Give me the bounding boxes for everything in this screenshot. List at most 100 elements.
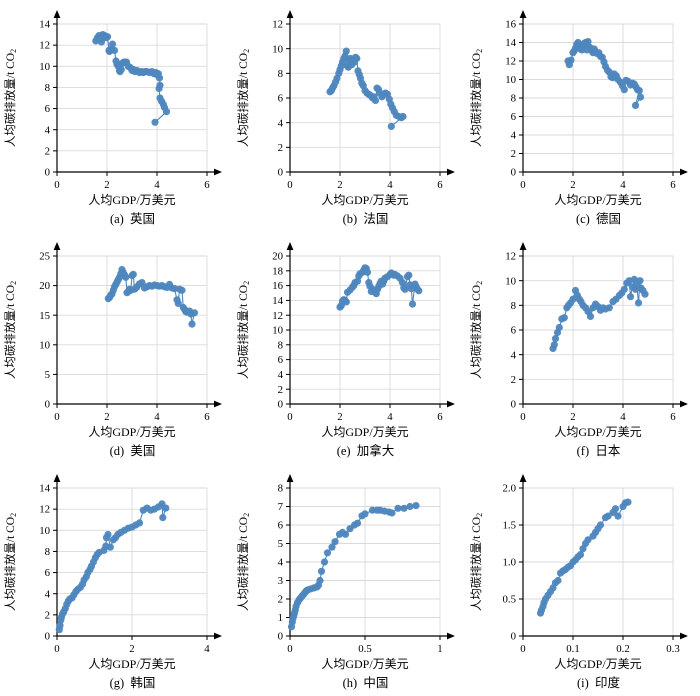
svg-text:4: 4 [45, 124, 51, 136]
svg-text:人均GDP/万美元: 人均GDP/万美元 [88, 425, 175, 439]
svg-text:0.2: 0.2 [616, 643, 630, 655]
svg-text:人均GDP/万美元: 人均GDP/万美元 [554, 657, 641, 671]
svg-text:人均GDP/万美元: 人均GDP/万美元 [321, 657, 408, 671]
svg-text:4: 4 [278, 557, 284, 569]
subplot-i-india: 0 0.5 1.0 1.5 2.0 0 0.1 0.2 0.3 人均GDP/万美元 人均碳排放量/t… [466, 464, 699, 696]
svg-text:1: 1 [437, 643, 442, 655]
subplot-caption: (g) 韩国 [109, 676, 156, 690]
svg-text:2: 2 [511, 148, 516, 160]
svg-text:0: 0 [520, 643, 525, 655]
svg-text:0: 0 [278, 631, 283, 643]
svg-text:2: 2 [45, 609, 50, 621]
svg-text:0: 0 [287, 643, 292, 655]
svg-text:2: 2 [129, 643, 134, 655]
scatter-chart-china: 0 1 2 3 4 5 6 7 8 0 0.5 1 人均GDP/万美元 人均碳排放量/t CO2 [236, 474, 455, 671]
svg-text:16: 16 [505, 19, 516, 31]
svg-text:4: 4 [620, 179, 626, 191]
svg-text:0: 0 [511, 167, 516, 179]
scatter-chart-uk: 0 2 4 6 8 10 12 14 0 2 4 6 人均GDP/万美元 人均碳排放量/t CO2 [3, 10, 222, 207]
subplot-caption: (f) 日本 [576, 444, 621, 458]
subplot-caption: (d) 美国 [109, 444, 156, 458]
svg-text:4: 4 [620, 411, 626, 423]
svg-text:0: 0 [287, 411, 292, 423]
svg-text:0: 0 [511, 399, 516, 411]
subplot-b-france: 0 2 4 6 8 10 12 0 2 4 6 人均GDP/万美元 人均碳排放量/t CO2 (b) 法… [233, 0, 466, 232]
svg-text:0.5: 0.5 [503, 594, 517, 606]
scatter-chart-japan: 0 2 4 6 8 10 12 0 2 4 6 人均GDP/万美元 人均碳排放量/t CO2 [469, 242, 688, 439]
svg-text:6: 6 [45, 103, 51, 115]
svg-text:14: 14 [272, 295, 283, 307]
svg-text:2: 2 [337, 411, 342, 423]
svg-text:8: 8 [511, 93, 516, 105]
scatter-chart-usa: 0 5 10 15 20 25 0 2 4 6 人均GDP/万美元 人均碳排放量/t CO2 [3, 242, 222, 439]
svg-text:2: 2 [570, 179, 575, 191]
svg-text:8: 8 [511, 300, 516, 312]
svg-text:3: 3 [278, 575, 283, 587]
subplot-caption: (h) 中国 [342, 676, 389, 690]
svg-text:0: 0 [511, 631, 516, 643]
svg-text:4: 4 [278, 117, 284, 129]
svg-text:1: 1 [278, 612, 283, 624]
svg-text:人均GDP/万美元: 人均GDP/万美元 [554, 193, 641, 207]
svg-text:5: 5 [278, 538, 283, 550]
scatter-chart-india: 0 0.5 1.0 1.5 2.0 0 0.1 0.2 0.3 人均GDP/万美元 人均碳排放量/t… [469, 474, 688, 671]
svg-text:2: 2 [337, 179, 342, 191]
svg-text:4: 4 [387, 411, 393, 423]
svg-text:10: 10 [272, 325, 283, 337]
svg-text:人均碳排放量/t CO2: 人均碳排放量/t CO2 [236, 49, 251, 147]
scatter-chart-korea: 0 2 4 6 8 10 12 14 0 2 4 人均GDP/万美元 人均碳排放量/t CO2 [3, 474, 222, 671]
svg-text:20: 20 [272, 251, 283, 263]
svg-text:人均碳排放量/t CO2: 人均碳排放量/t CO2 [469, 49, 484, 147]
svg-text:6: 6 [437, 179, 443, 191]
svg-text:人均碳排放量/t CO2: 人均碳排放量/t CO2 [3, 49, 18, 147]
svg-text:人均碳排放量/t CO2: 人均碳排放量/t CO2 [236, 281, 251, 379]
svg-text:人均GDP/万美元: 人均GDP/万美元 [554, 425, 641, 439]
svg-text:8: 8 [278, 339, 283, 351]
svg-text:10: 10 [39, 61, 50, 73]
svg-text:20: 20 [39, 280, 50, 292]
scatter-chart-france: 0 2 4 6 8 10 12 0 2 4 6 人均GDP/万美元 人均碳排放量/t CO2 [236, 10, 455, 207]
svg-text:6: 6 [204, 411, 210, 423]
svg-text:0: 0 [45, 167, 50, 179]
svg-text:2: 2 [570, 411, 575, 423]
svg-text:4: 4 [278, 369, 284, 381]
svg-text:1.0: 1.0 [503, 557, 517, 569]
scatter-chart-canada: 0 2 4 6 8 10 12 14 16 18 20 0 2 4 6 人均GDP/万美元 人均碳排放量/t C… [236, 242, 455, 439]
svg-text:0: 0 [45, 631, 50, 643]
svg-text:6: 6 [45, 567, 51, 579]
svg-text:2: 2 [278, 594, 283, 606]
subplot-caption: (b) 法国 [342, 212, 389, 226]
svg-text:2: 2 [104, 411, 109, 423]
svg-text:25: 25 [39, 251, 50, 263]
svg-text:6: 6 [278, 93, 284, 105]
svg-text:12: 12 [272, 310, 283, 322]
svg-text:1.5: 1.5 [503, 520, 517, 532]
subplot-g-korea: 0 2 4 6 8 10 12 14 0 2 4 人均GDP/万美元 人均碳排放量/t CO2 (g) … [0, 464, 233, 696]
svg-text:12: 12 [39, 504, 50, 516]
svg-text:6: 6 [511, 111, 517, 123]
svg-text:8: 8 [278, 68, 283, 80]
svg-text:0: 0 [54, 643, 59, 655]
svg-text:18: 18 [272, 265, 283, 277]
svg-text:6: 6 [204, 179, 210, 191]
svg-text:8: 8 [45, 546, 50, 558]
svg-text:6: 6 [670, 411, 676, 423]
svg-text:10: 10 [39, 525, 50, 537]
svg-text:5: 5 [45, 369, 50, 381]
svg-text:人均GDP/万美元: 人均GDP/万美元 [88, 193, 175, 207]
svg-text:8: 8 [278, 483, 283, 495]
svg-text:人均GDP/万美元: 人均GDP/万美元 [321, 425, 408, 439]
svg-text:6: 6 [670, 179, 676, 191]
svg-text:12: 12 [505, 56, 516, 68]
svg-text:14: 14 [39, 19, 50, 31]
svg-text:0: 0 [54, 411, 59, 423]
svg-text:4: 4 [387, 179, 393, 191]
svg-text:0: 0 [520, 179, 525, 191]
subplot-caption: (i) 印度 [576, 676, 621, 690]
svg-text:人均GDP/万美元: 人均GDP/万美元 [88, 657, 175, 671]
svg-text:0.3: 0.3 [666, 643, 680, 655]
subplot-e-canada: 0 2 4 6 8 10 12 14 16 18 20 0 2 4 6 人均GDP/万美元 人均碳排放量/t C… [233, 232, 466, 464]
svg-text:4: 4 [154, 411, 160, 423]
svg-text:0: 0 [45, 399, 50, 411]
